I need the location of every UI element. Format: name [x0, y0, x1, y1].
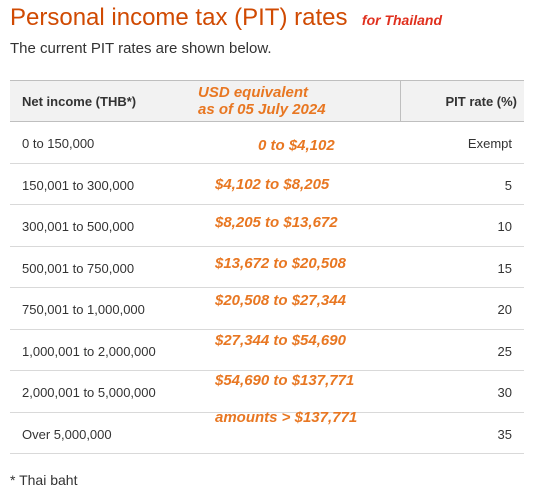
table-row: 0 to 150,000 Exempt [10, 122, 524, 164]
net-income-cell: 1,000,001 to 2,000,000 [22, 343, 156, 359]
footnote: * Thai baht [10, 472, 78, 488]
usd-equivalent-annotation: $20,508 to $27,344 [215, 292, 346, 309]
table-row: 500,001 to 750,000 15 [10, 247, 524, 288]
title-country-tag: for Thailand [361, 12, 443, 28]
usd-equivalent-annotation: $27,344 to $54,690 [215, 332, 346, 349]
table-body: 0 to 150,000 Exempt 150,001 to 300,000 5 300… [10, 122, 524, 454]
net-income-cell: 300,001 to 500,000 [22, 219, 135, 234]
pit-rate-cell: 35 [497, 426, 512, 442]
header-rate-cell: PIT rate (%) [400, 81, 525, 121]
usd-equivalent-annotation: 0 to $4,102 [258, 137, 335, 154]
pit-rate-cell: 20 [497, 302, 512, 317]
usd-equivalent-annotation: $8,205 to $13,672 [215, 214, 338, 231]
table-row: 1,000,001 to 2,000,000 25 [10, 330, 524, 371]
title-row: Personal income tax (PIT) rates for Thai… [10, 4, 442, 32]
table-row: Over 5,000,000 35 [10, 413, 524, 454]
net-income-cell: Over 5,000,000 [22, 426, 112, 442]
pit-rate-cell: 25 [497, 343, 512, 359]
usd-equivalent-annotation: $4,102 to $8,205 [215, 176, 330, 193]
pit-rate-cell: 15 [497, 260, 512, 276]
table-row: 300,001 to 500,000 10 [10, 205, 524, 247]
header-net-income: Net income (THB*) [22, 94, 137, 109]
usd-equivalent-annotation: amounts > $137,771 [215, 409, 358, 426]
table-header: Net income (THB*) PIT rate (%) [10, 80, 524, 122]
net-income-cell: 750,001 to 1,000,000 [22, 302, 145, 317]
pit-rate-cell: 5 [504, 177, 512, 193]
table-row: 150,001 to 300,000 5 [10, 164, 524, 205]
page-title: Personal income tax (PIT) rates [10, 4, 348, 31]
pit-rates-table: Net income (THB*) PIT rate (%) 0 to 150,… [10, 80, 524, 454]
usd-header-line1: USD equivalent [198, 84, 309, 101]
net-income-cell: 2,000,001 to 5,000,000 [22, 385, 156, 400]
intro-text: The current PIT rates are shown below. [10, 40, 272, 57]
table-row: 2,000,001 to 5,000,000 30 [10, 371, 524, 413]
net-income-cell: 0 to 150,000 [22, 136, 95, 151]
usd-equivalent-annotation: $13,672 to $20,508 [215, 255, 346, 272]
pit-rate-cell: 30 [497, 385, 512, 400]
net-income-cell: 500,001 to 750,000 [22, 260, 135, 276]
table-row: 750,001 to 1,000,000 20 [10, 288, 524, 330]
usd-equivalent-annotation: $54,690 to $137,771 [215, 372, 355, 389]
usd-equivalent-header: USD equivalent as of 05 July 2024 [198, 84, 326, 118]
pit-rate-cell: Exempt [467, 136, 512, 151]
usd-header-line2: as of 05 July 2024 [198, 101, 326, 118]
header-pit-rate: PIT rate (%) [445, 94, 517, 109]
net-income-cell: 150,001 to 300,000 [22, 177, 135, 193]
pit-rate-cell: 10 [497, 219, 512, 234]
